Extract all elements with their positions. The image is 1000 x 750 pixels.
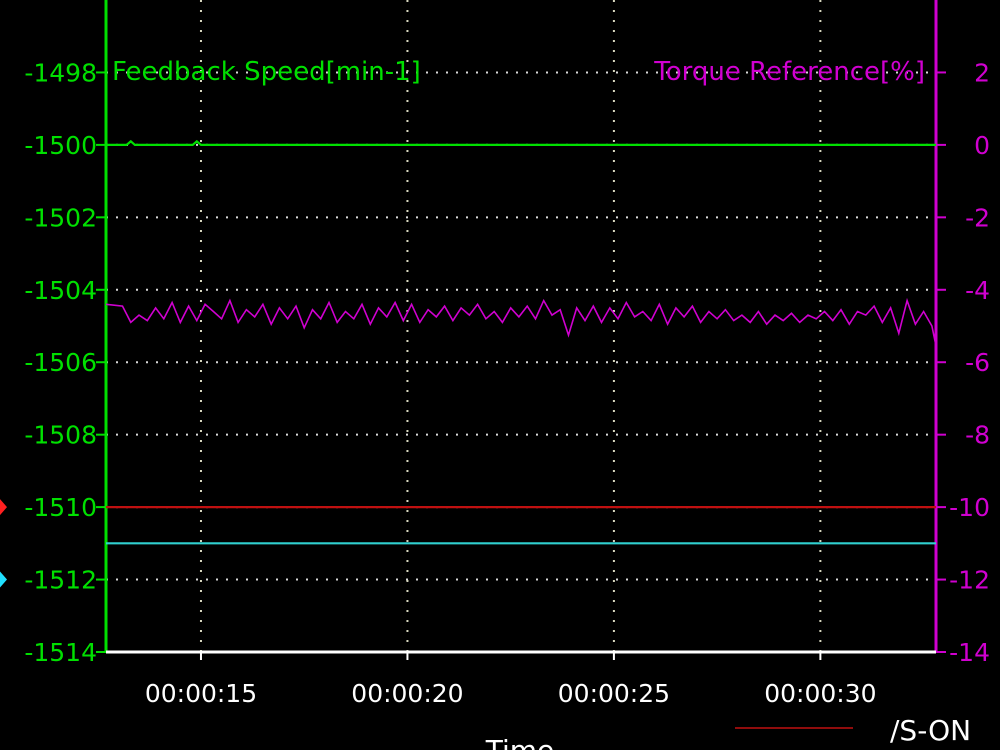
left-tick-label: -1510 [24,493,97,522]
marker-group [0,499,7,588]
left-tick-label: -1498 [24,58,97,87]
x-tick-label: 00:00:25 [558,679,670,708]
series-torque-reference-line [105,297,937,347]
x-tick-label: 00:00:30 [764,679,876,708]
series-feedback-speed-min-1-line [106,139,936,146]
right-tick-label: -2 [965,203,990,232]
left-tick-label: -1504 [24,276,97,305]
right-tick-label: -4 [965,276,990,305]
left-tick-label: -1502 [24,203,97,232]
right-tick-label: -10 [949,493,990,522]
right-axis-title: Torque Reference[%] [653,57,925,87]
left-tick-label: -1508 [24,421,97,450]
left-tick-label: -1512 [24,566,97,595]
legend-label: /S-ON [890,714,971,747]
level-marker-icon [0,571,7,588]
x-axis-ticks: 00:00:15 00:00:20 00:00:25 00:00:30 [145,652,877,708]
x-tick-label: 00:00:20 [351,679,463,708]
left-axis-title: Feedback Speed[min-1] [112,57,421,87]
left-axis-ticks: -1498 -1500 -1502 -1504 -1506 -1508 -1510 -1512… [24,58,106,667]
left-tick-label: -1514 [24,638,97,667]
right-tick-label: -14 [949,638,990,667]
level-marker-icon [0,499,7,516]
right-tick-label: -8 [965,421,990,450]
left-tick-label: -1506 [24,348,97,377]
series-group [105,139,937,545]
right-tick-label: -12 [949,566,990,595]
x-axis-label: Time [485,734,555,750]
right-axis-ticks: 2 0 -2 -4 -6 -8 -10 -12 -14 [936,58,990,667]
x-tick-label: 00:00:15 [145,679,257,708]
right-tick-label: 2 [974,58,990,87]
right-tick-label: -6 [965,348,990,377]
left-tick-label: -1500 [24,131,97,160]
right-tick-label: 0 [974,131,990,160]
